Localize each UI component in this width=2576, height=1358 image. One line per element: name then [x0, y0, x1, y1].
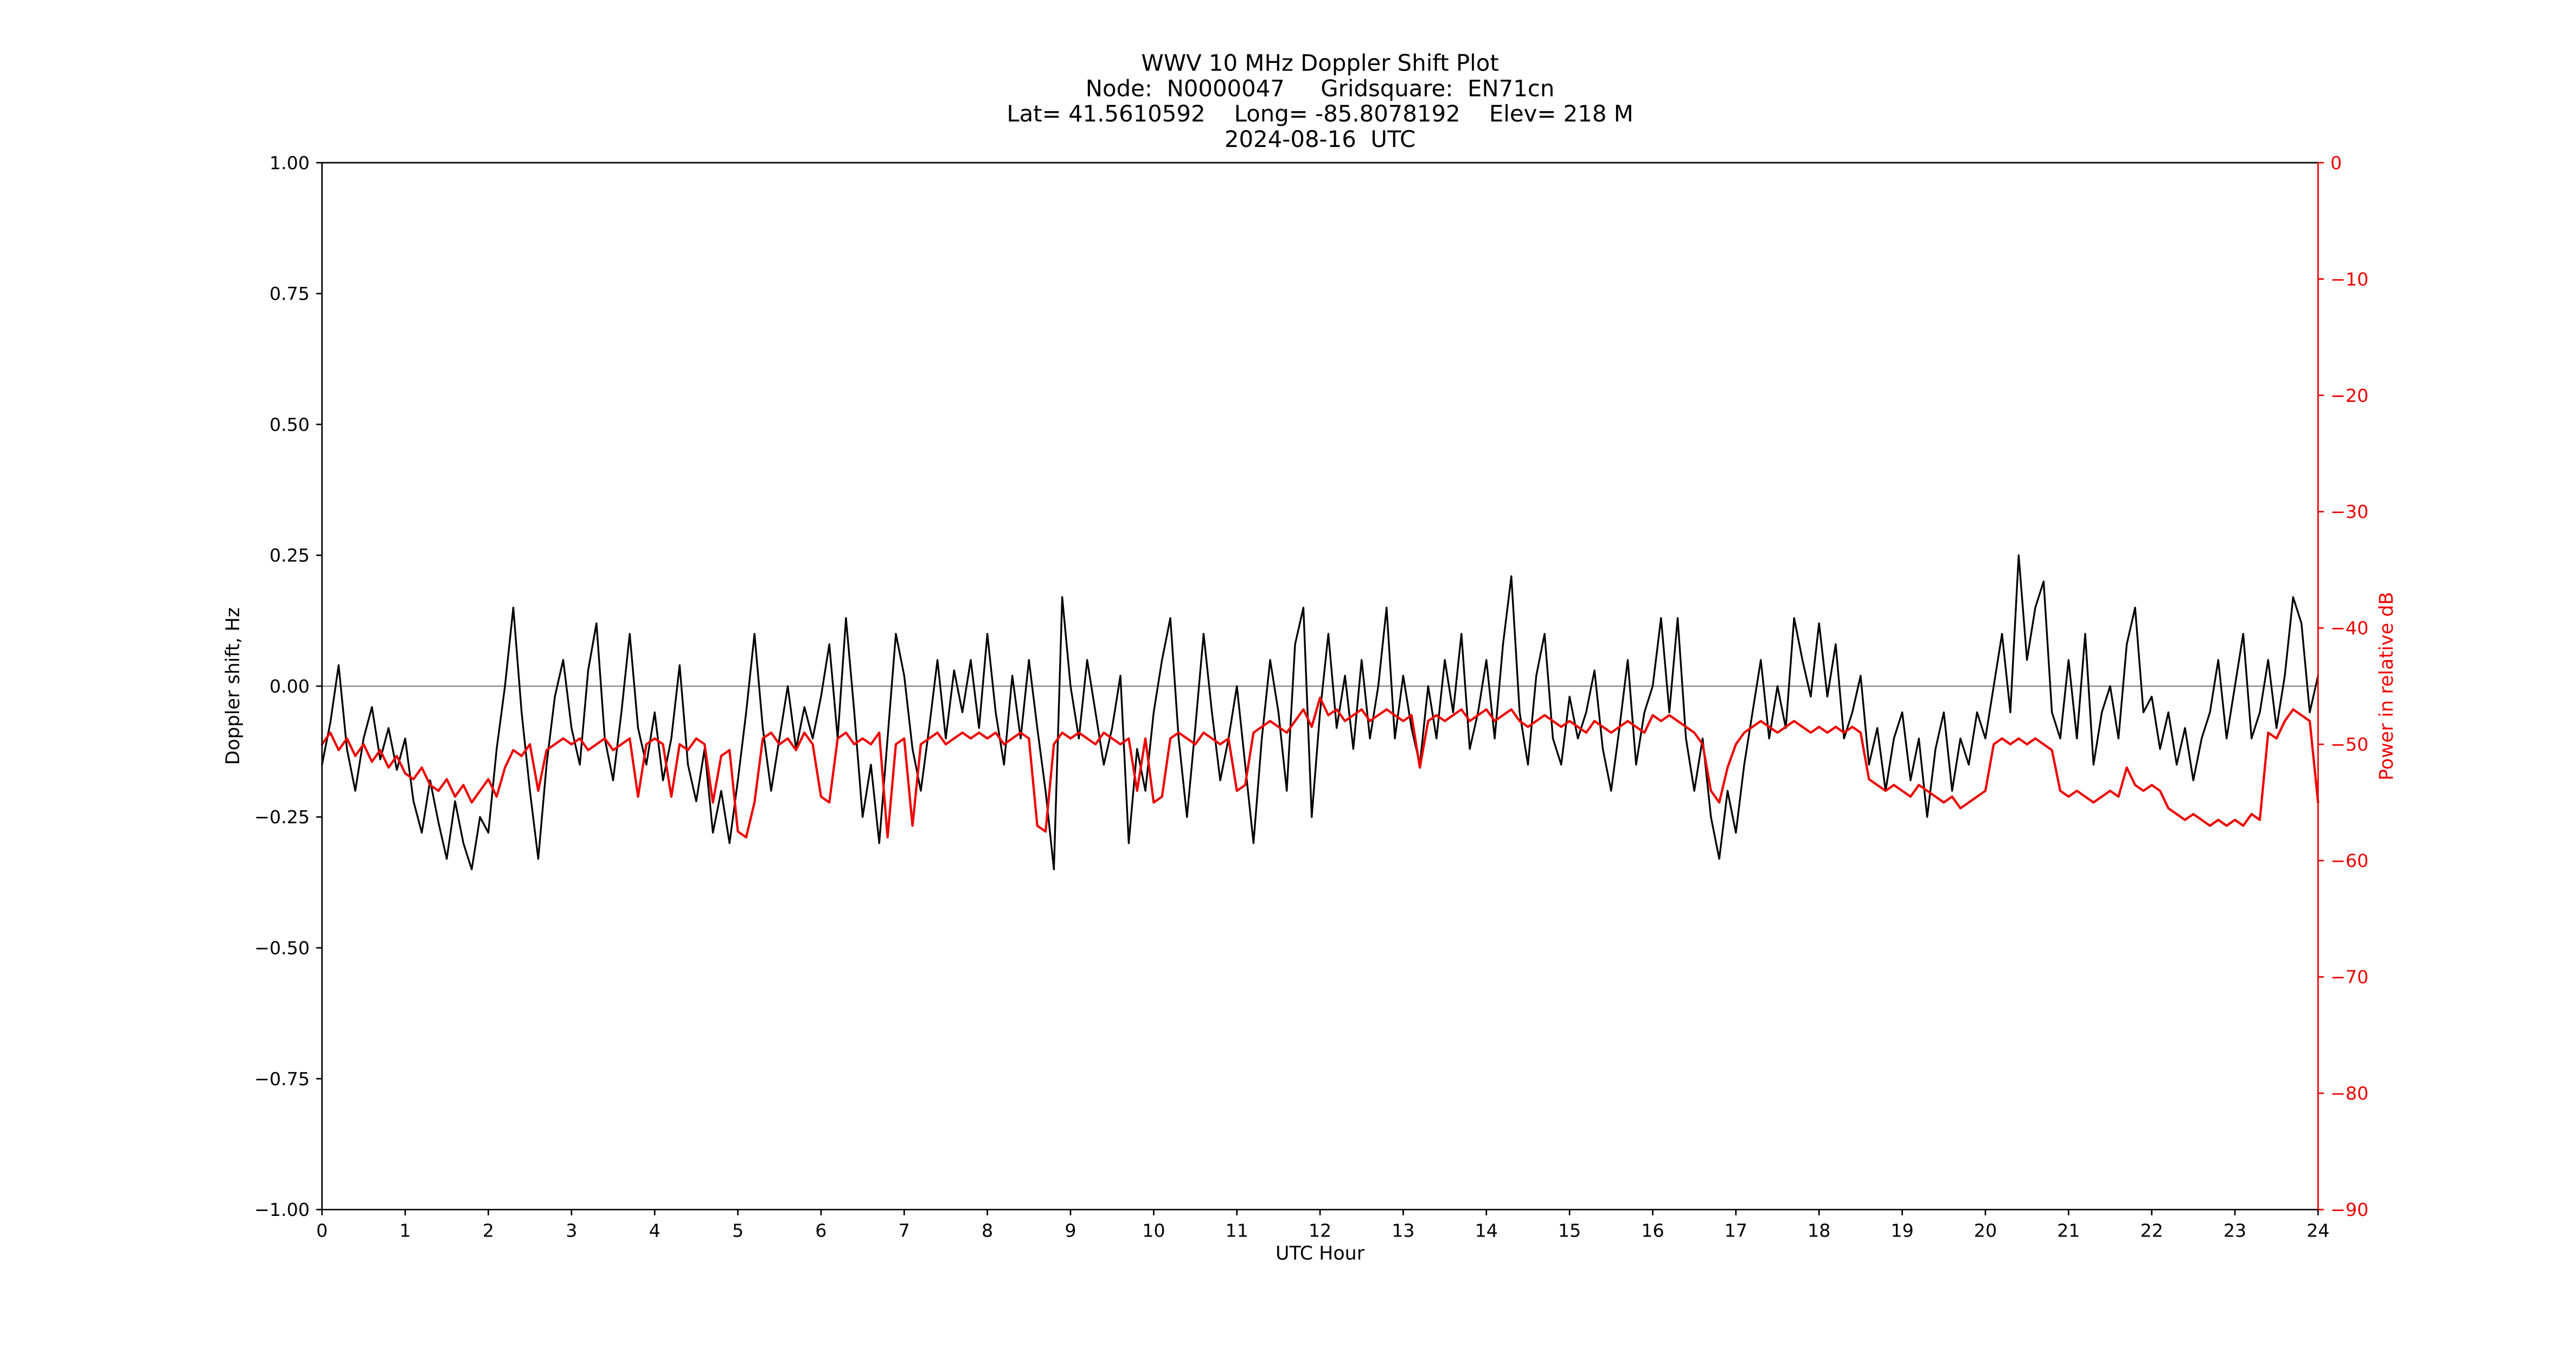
right-tick-label: −20 [2330, 385, 2368, 406]
x-tick-label: 3 [566, 1220, 577, 1241]
right-tick-label: −50 [2330, 734, 2368, 755]
chart-subtitle-coords: Lat= 41.5610592 Long= -85.8078192 Elev= … [1007, 100, 1633, 127]
x-tick-label: 22 [2140, 1220, 2163, 1241]
x-tick-label: 21 [2057, 1220, 2080, 1241]
left-tick-label: −0.25 [254, 806, 310, 828]
x-tick-label: 14 [1475, 1220, 1498, 1241]
doppler-shift-hz-line [321, 554, 2319, 870]
x-tick-label: 18 [1808, 1220, 1830, 1241]
left-tick-label: 0.00 [270, 676, 310, 697]
x-tick-label: 4 [649, 1220, 661, 1241]
plot-area: 1.00 0.75 0.50 0.25 0.00 −0.25 −0.50 −0.75 −1.00… [254, 152, 2368, 1241]
right-tick-label: −80 [2330, 1083, 2368, 1104]
x-tick-label: 10 [1142, 1220, 1165, 1241]
x-tick-label: 6 [815, 1220, 826, 1241]
right-tick-label: −40 [2330, 618, 2368, 639]
left-tick-label: −0.50 [254, 938, 310, 959]
left-axis-label: Doppler shift, Hz [222, 607, 244, 765]
left-tick-label: −1.00 [254, 1199, 310, 1220]
x-tick-label: 17 [1725, 1220, 1747, 1241]
left-tick-label: 0.50 [270, 414, 310, 435]
chart-title-block: WWV 10 MHz Doppler Shift Plot Node: N000… [1007, 49, 1633, 152]
right-tick-label: −10 [2330, 268, 2368, 290]
x-tick-label: 8 [982, 1220, 993, 1241]
chart-subtitle-date: 2024-08-16 UTC [1225, 126, 1415, 152]
chart-subtitle-node: Node: N0000047 Gridsquare: EN71cn [1086, 75, 1555, 101]
right-tick-label: −90 [2330, 1199, 2368, 1220]
right-axis-label: Power in relative dB [2376, 592, 2398, 780]
x-tick-label: 7 [899, 1220, 910, 1241]
power-relative-db-line [321, 696, 2319, 839]
left-tick-label: −0.75 [254, 1068, 310, 1090]
x-tick-label: 0 [316, 1220, 328, 1241]
x-tick-label: 16 [1641, 1220, 1664, 1241]
x-tick-label: 24 [2306, 1220, 2329, 1241]
x-tick-label: 2 [483, 1220, 494, 1241]
x-tick-label: 15 [1558, 1220, 1581, 1241]
right-tick-label: −60 [2330, 850, 2368, 872]
x-tick-label: 5 [732, 1220, 744, 1241]
x-tick-label: 11 [1226, 1220, 1248, 1241]
right-tick-label: −70 [2330, 966, 2368, 988]
right-tick-label: −30 [2330, 501, 2368, 522]
x-axis-label: UTC Hour [1276, 1243, 1365, 1265]
x-tick-label: 19 [1891, 1220, 1913, 1241]
x-tick-label: 23 [2223, 1220, 2246, 1241]
left-tick-label: 0.75 [270, 283, 310, 304]
x-tick-label: 12 [1309, 1220, 1331, 1241]
x-tick-label: 1 [400, 1220, 411, 1241]
x-tick-label: 13 [1392, 1220, 1414, 1241]
x-tick-label: 9 [1065, 1220, 1076, 1241]
x-tick-label: 20 [1974, 1220, 1997, 1241]
left-tick-label: 0.25 [270, 545, 310, 566]
chart-title: WWV 10 MHz Doppler Shift Plot [1141, 49, 1498, 76]
left-tick-label: 1.00 [270, 152, 310, 174]
right-tick-label: 0 [2330, 152, 2342, 174]
